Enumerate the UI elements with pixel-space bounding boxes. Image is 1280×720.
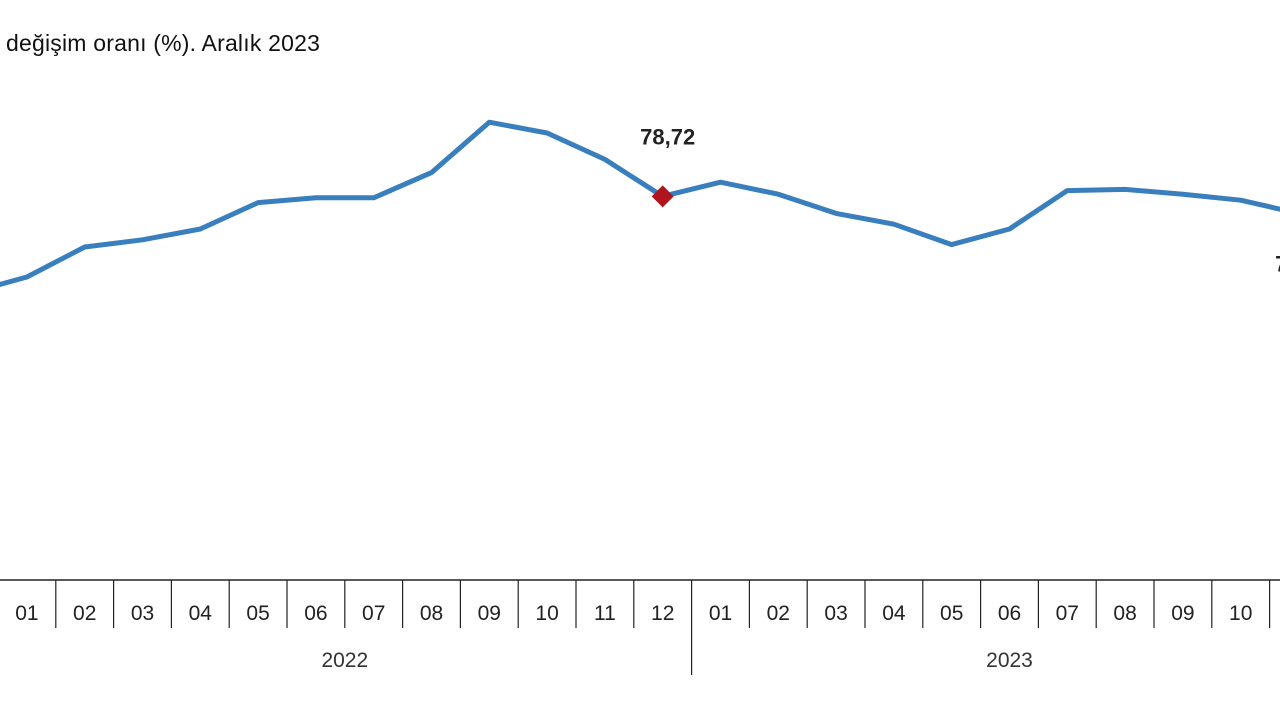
x-tick-label: 09: [478, 602, 501, 625]
series-line: [0, 119, 1280, 288]
x-tick-label: 03: [824, 602, 847, 625]
x-tick-label: 08: [1113, 602, 1136, 625]
x-tick-label: 03: [131, 602, 154, 625]
x-tick-label: 07: [362, 602, 385, 625]
x-tick-label: 01: [709, 602, 732, 625]
x-tick-label: 10: [535, 602, 558, 625]
x-tick-label: 12: [651, 602, 674, 625]
x-tick-label: 08: [420, 602, 443, 625]
x-tick-label: 02: [767, 602, 790, 625]
x-tick-label: 05: [246, 602, 269, 625]
x-tick-label: 10: [1229, 602, 1252, 625]
chart-title: değişim oranı (%). Aralık 2023: [6, 30, 321, 56]
x-year-label: 2023: [986, 649, 1033, 672]
x-tick-label: 07: [1056, 602, 1079, 625]
data-label: 78,72: [640, 124, 695, 149]
data-label: 77,3: [1275, 251, 1280, 276]
x-tick-label: 09: [1171, 602, 1194, 625]
x-tick-label: 01: [15, 602, 38, 625]
x-tick-label: 04: [189, 602, 213, 625]
x-tick-label: 06: [304, 602, 327, 625]
x-year-label: 2022: [321, 649, 368, 672]
x-tick-label: 02: [73, 602, 96, 625]
x-tick-label: 05: [940, 602, 963, 625]
x-tick-label: 06: [998, 602, 1021, 625]
x-tick-label: 04: [882, 602, 906, 625]
data-point-highlight: [651, 185, 674, 208]
x-tick-label: 11: [594, 602, 616, 625]
